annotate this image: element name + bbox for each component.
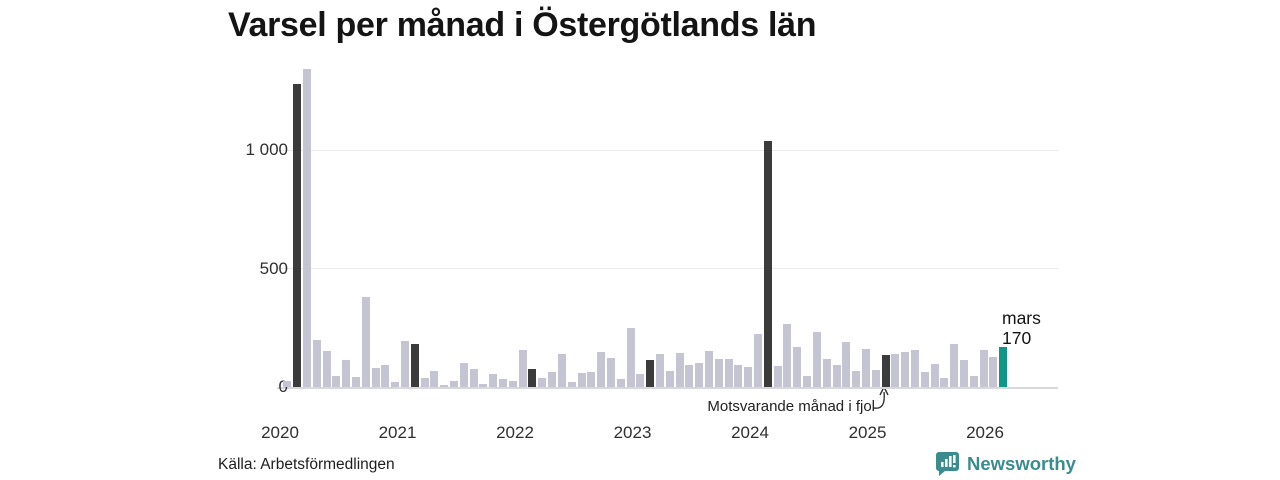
bar-2025-05 bbox=[901, 351, 910, 387]
bar-2023-09 bbox=[705, 351, 714, 387]
y-tick-label-0: 0 bbox=[218, 377, 288, 397]
bar-2022-09 bbox=[587, 372, 596, 387]
x-tick-label-2026: 2026 bbox=[966, 423, 1004, 442]
gridline-1000 bbox=[277, 149, 1058, 151]
bar-2020-09 bbox=[351, 377, 360, 387]
newsworthy-logo-text: Newsworthy bbox=[967, 452, 1076, 474]
bar-2021-02 bbox=[400, 340, 409, 387]
bar-2020-04 bbox=[302, 69, 311, 387]
bar-2025-06 bbox=[910, 349, 919, 387]
bar-2021-06 bbox=[440, 385, 449, 387]
bar-2024-03 bbox=[763, 140, 772, 387]
bar-2020-08 bbox=[342, 359, 351, 387]
x-tick-label-2022: 2022 bbox=[496, 423, 534, 442]
x-tick-label-2023: 2023 bbox=[613, 423, 652, 442]
source-label: Källa: Arbetsförmedlingen bbox=[218, 456, 395, 473]
bar-2023-06 bbox=[675, 352, 684, 387]
bar-2024-12 bbox=[852, 371, 861, 387]
x-tick-label-2024: 2024 bbox=[731, 423, 769, 442]
bar-2020-12 bbox=[381, 364, 390, 387]
bar-2023-11 bbox=[724, 358, 733, 387]
newsworthy-logo-icon bbox=[936, 452, 959, 476]
bar-2021-03 bbox=[410, 344, 419, 387]
current-point-label: mars 170 bbox=[1002, 308, 1041, 348]
bar-2020-06 bbox=[322, 351, 331, 387]
chart-title: Varsel per månad i Östergötlands län bbox=[228, 6, 817, 44]
bar-2023-01 bbox=[626, 327, 635, 387]
bar-2022-01 bbox=[508, 381, 517, 387]
bar-2022-07 bbox=[567, 381, 576, 387]
bar-2024-10 bbox=[832, 364, 841, 387]
bar-2022-04 bbox=[538, 377, 547, 387]
current-point-value: 170 bbox=[1002, 327, 1032, 348]
bar-2022-12 bbox=[616, 378, 625, 387]
current-point-month: mars bbox=[1002, 308, 1041, 328]
x-axis-line bbox=[277, 387, 1058, 389]
bar-2024-09 bbox=[822, 359, 831, 387]
bar-2024-01 bbox=[744, 367, 753, 387]
bar-2025-09 bbox=[940, 377, 949, 387]
bar-2022-10 bbox=[597, 352, 606, 387]
bar-2024-04 bbox=[773, 366, 782, 387]
bar-2025-12 bbox=[969, 375, 978, 387]
bar-2023-12 bbox=[734, 364, 743, 387]
bar-2021-09 bbox=[469, 369, 478, 387]
x-tick-label-2021: 2021 bbox=[378, 423, 417, 442]
bar-2022-02 bbox=[518, 350, 527, 387]
bar-2026-03 bbox=[999, 346, 1008, 387]
bar-2021-10 bbox=[479, 384, 488, 387]
bar-2023-07 bbox=[685, 364, 694, 387]
x-tick-label-2020: 2020 bbox=[261, 423, 299, 442]
bar-2024-02 bbox=[754, 334, 763, 387]
bar-2020-11 bbox=[371, 367, 380, 387]
bar-2023-08 bbox=[695, 363, 704, 387]
bar-2023-02 bbox=[636, 374, 645, 387]
bar-2020-07 bbox=[332, 375, 341, 387]
y-tick-label-1000: 1 000 bbox=[245, 140, 288, 159]
bar-2023-10 bbox=[714, 359, 723, 387]
bar-2021-01 bbox=[391, 381, 400, 387]
bar-2025-01 bbox=[861, 349, 870, 387]
y-tick-label-500: 500 bbox=[259, 258, 288, 278]
newsworthy-logo[interactable]: Newsworthy bbox=[935, 451, 1076, 476]
bar-2021-04 bbox=[420, 377, 429, 387]
bar-2020-05 bbox=[312, 339, 321, 387]
bar-2022-05 bbox=[548, 371, 557, 387]
bar-2024-05 bbox=[783, 324, 792, 387]
gridline-500 bbox=[277, 268, 1058, 269]
bar-2022-06 bbox=[557, 353, 566, 387]
bar-2025-08 bbox=[930, 364, 939, 387]
bar-2022-03 bbox=[528, 369, 537, 387]
bar-2020-02 bbox=[283, 380, 292, 387]
bar-2023-05 bbox=[665, 371, 674, 387]
bar-2021-08 bbox=[459, 363, 468, 387]
bar-2023-03 bbox=[646, 360, 655, 387]
bar-2021-07 bbox=[450, 381, 459, 387]
bar-2020-03 bbox=[293, 83, 302, 387]
bar-2024-11 bbox=[842, 342, 851, 387]
bar-2025-03 bbox=[881, 355, 890, 387]
bar-2021-05 bbox=[430, 371, 439, 387]
bar-2025-10 bbox=[950, 344, 959, 387]
bar-2022-11 bbox=[606, 357, 615, 387]
bar-2025-04 bbox=[891, 354, 900, 387]
bar-2023-04 bbox=[655, 354, 664, 387]
bar-2025-02 bbox=[871, 370, 880, 387]
annotation-fjol: Motsvarande månad i fjol bbox=[707, 398, 875, 415]
bar-2021-12 bbox=[499, 378, 508, 387]
bar-2024-06 bbox=[793, 346, 802, 387]
bar-2021-11 bbox=[489, 373, 498, 387]
bar-2025-07 bbox=[920, 372, 929, 387]
bar-2025-11 bbox=[960, 359, 969, 387]
bar-2024-07 bbox=[803, 376, 812, 387]
bar-2022-08 bbox=[577, 373, 586, 387]
bar-2026-02 bbox=[989, 357, 998, 387]
bar-2024-08 bbox=[812, 332, 821, 387]
bar-2020-10 bbox=[361, 296, 370, 387]
x-tick-label-2025: 2025 bbox=[848, 423, 887, 442]
bar-2026-01 bbox=[979, 350, 988, 387]
